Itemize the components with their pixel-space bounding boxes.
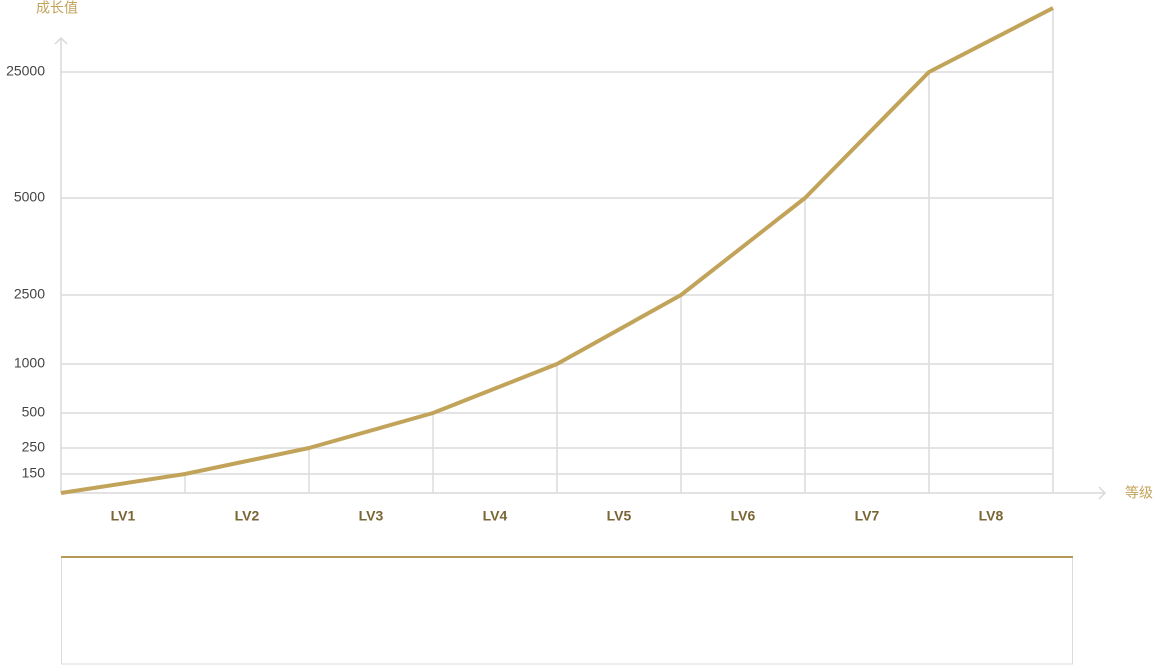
y-axis-label: 成长值 — [36, 0, 78, 16]
x-tick-label: LV5 — [607, 508, 632, 524]
y-axis-arrow — [54, 36, 68, 45]
y-tick-label: 25000 — [6, 63, 45, 79]
y-tick-label: 500 — [22, 404, 46, 420]
x-axis-label: 等级 — [1125, 485, 1153, 501]
data-line — [60, 6, 1054, 495]
x-tick-label: LV1 — [111, 508, 136, 524]
x-tick-label: LV6 — [731, 508, 756, 524]
grid — [61, 10, 1054, 493]
y-tick-label: 2500 — [14, 286, 45, 302]
x-tick-label: LV2 — [235, 508, 260, 524]
x-tick-label: LV8 — [979, 508, 1004, 524]
y-tick-label: 150 — [22, 465, 46, 481]
x-tick-label: LV3 — [359, 508, 384, 524]
x-axis-arrow — [1098, 486, 1107, 500]
x-tick-label: LV4 — [483, 508, 508, 524]
y-tick-label: 5000 — [14, 189, 45, 205]
y-tick-label: 250 — [22, 439, 46, 455]
info-box — [61, 556, 1073, 665]
x-tick-label: LV7 — [855, 508, 880, 524]
y-tick-label: 1000 — [14, 355, 45, 371]
